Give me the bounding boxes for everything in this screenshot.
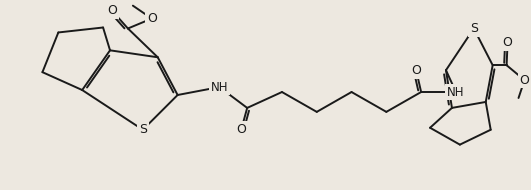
- Text: NH: NH: [211, 81, 228, 93]
- Text: O: O: [411, 64, 421, 77]
- Text: NH: NH: [447, 86, 465, 99]
- Text: O: O: [503, 36, 512, 49]
- Text: O: O: [236, 123, 246, 136]
- Text: O: O: [519, 74, 529, 87]
- Text: O: O: [107, 4, 117, 17]
- Text: S: S: [139, 123, 147, 136]
- Text: O: O: [147, 12, 157, 25]
- Text: S: S: [470, 22, 478, 35]
